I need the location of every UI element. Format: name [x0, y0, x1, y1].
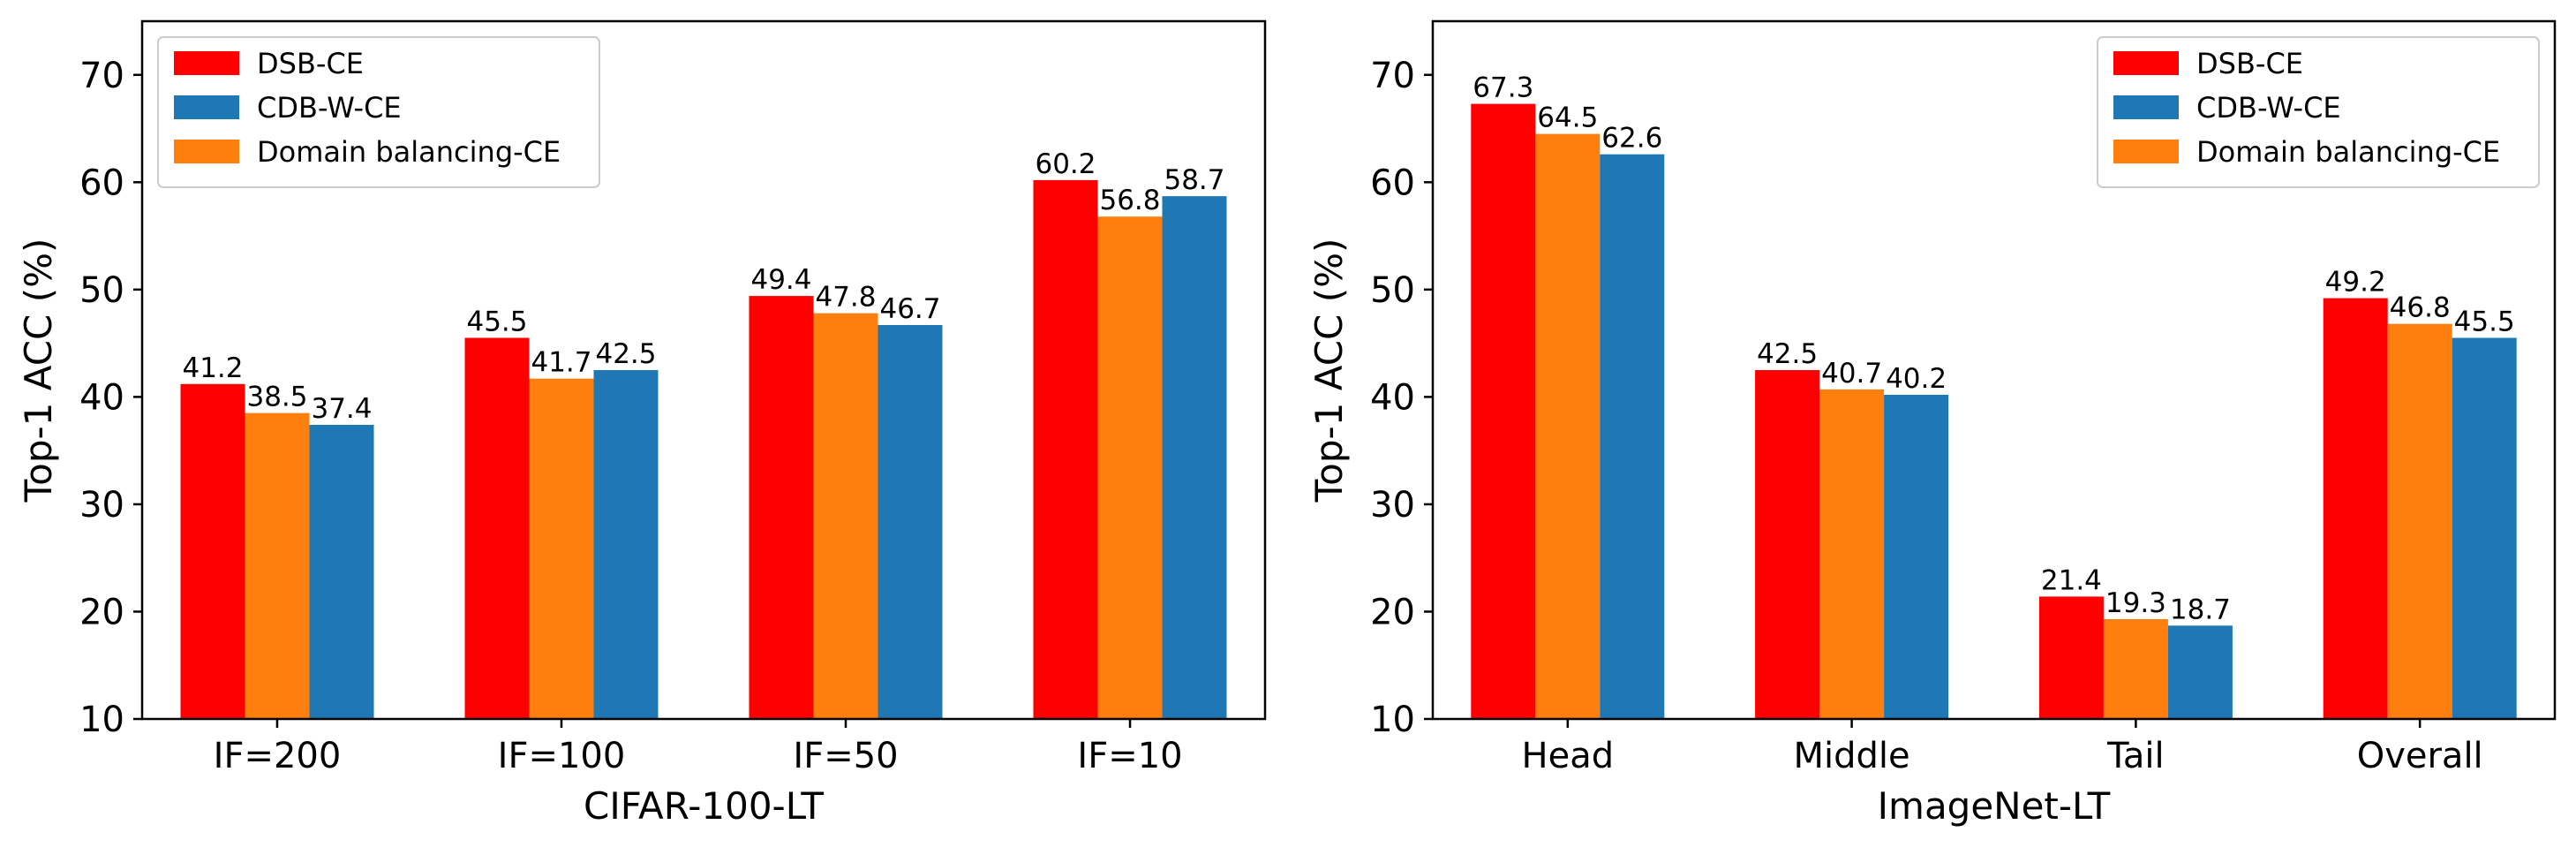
bar-domain-balancing-ce-if-200 — [245, 412, 310, 719]
bar-domain-balancing-ce-overall — [2387, 323, 2452, 719]
data-label: 42.5 — [595, 338, 656, 370]
x-tick-label: IF=50 — [793, 736, 898, 776]
y-tick-label: 50 — [1370, 270, 1415, 311]
legend-label: CDB-W-CE — [257, 91, 402, 125]
bar-domain-balancing-ce-if-50 — [813, 313, 878, 719]
x-tick-label: IF=100 — [498, 736, 626, 776]
data-label: 46.7 — [879, 293, 940, 325]
data-label: 41.2 — [182, 352, 243, 384]
data-label: 37.4 — [311, 393, 372, 425]
chart-panel-2: 67.364.562.6 Head 42.540.7 40.2 Middle 21.419… — [1307, 19, 2557, 828]
y-tick-label: 60 — [1370, 163, 1415, 203]
data-label: 38.5 — [246, 382, 307, 413]
x-tick-label: IF=200 — [214, 736, 342, 776]
data-label: 45.5 — [466, 306, 527, 338]
bar-domain-balancing-ce-tail — [2103, 619, 2168, 719]
data-label: 58.7 — [1164, 164, 1224, 196]
data-label: 42.5 — [1757, 338, 1818, 370]
legend-box — [157, 36, 600, 188]
x-axis-label: CIFAR-100-LT — [584, 784, 824, 828]
x-axis-label: ImageNet-LT — [1878, 784, 2111, 828]
legend-label: DSB-CE — [257, 47, 364, 80]
data-label: 67.3 — [1473, 72, 1533, 104]
y-tick-label: 30 — [79, 485, 124, 526]
legend-swatch — [174, 95, 239, 119]
plot-frame — [140, 19, 1267, 721]
y-tick-label: 70 — [1370, 56, 1415, 96]
data-label: 41.7 — [531, 347, 591, 379]
data-label: 47.8 — [815, 282, 876, 314]
data-label: 64.5 — [1537, 102, 1598, 134]
legend-swatch — [2113, 95, 2179, 119]
y-axis-label: Top-1 ACC (%) — [17, 238, 60, 503]
y-tick-label: 20 — [1370, 592, 1415, 632]
y-tick-label: 10 — [79, 700, 124, 740]
bar-dsb-ce-if-100 — [464, 337, 530, 719]
bar-cdb-w-ce-if-100 — [593, 370, 659, 719]
legend-swatch — [174, 51, 239, 75]
x-tick-label: IF=10 — [1077, 736, 1182, 776]
x-tick-label: Middle — [1794, 736, 1910, 776]
data-label: 49.4 — [750, 264, 811, 296]
bar-domain-balancing-ce-if-10 — [1097, 216, 1163, 719]
bar-dsb-ce-if-10 — [1033, 179, 1098, 719]
data-label: 62.6 — [1601, 123, 1662, 155]
data-label: 56.8 — [1099, 185, 1160, 216]
legend-label: Domain balancing-CE — [2196, 135, 2500, 169]
bar-dsb-ce-if-50 — [749, 296, 814, 719]
data-label: 40.7 — [1821, 358, 1882, 390]
bar-cdb-w-ce-tail — [2167, 625, 2233, 719]
legend: DSB-CE CDB-W-CE Domain balancing-CE — [157, 36, 600, 188]
legend-swatch — [174, 140, 239, 163]
bar-cdb-w-ce-head — [1600, 154, 1665, 719]
data-label: 18.7 — [2170, 594, 2231, 625]
data-label: 46.8 — [2390, 292, 2451, 324]
y-tick-label: 30 — [1370, 485, 1415, 526]
bar-dsb-ce-tail — [2038, 596, 2104, 719]
data-label: 21.4 — [2041, 564, 2102, 596]
bar-dsb-ce-middle — [1755, 370, 1820, 719]
bar-dsb-ce-if-200 — [180, 383, 245, 719]
data-label: 19.3 — [2105, 587, 2166, 619]
bar-cdb-w-ce-middle — [1884, 395, 1949, 719]
y-tick-label: 10 — [1370, 700, 1415, 740]
bar-cdb-w-ce-if-200 — [309, 425, 374, 719]
bar-domain-balancing-ce-if-100 — [529, 378, 594, 719]
data-label: 45.5 — [2454, 306, 2515, 338]
legend-swatch — [2113, 140, 2179, 163]
chart-panel-1: 41.238.5 37.4 IF=200 45.541.7 42.5 IF=100 49.4… — [17, 19, 1267, 828]
bar-cdb-w-ce-overall — [2452, 337, 2517, 719]
y-tick-label: 40 — [79, 377, 124, 418]
bar-domain-balancing-ce-middle — [1819, 389, 1885, 719]
bar-dsb-ce-overall — [2323, 298, 2388, 719]
x-tick-label: Head — [1522, 736, 1615, 776]
legend: DSB-CE CDB-W-CE Domain balancing-CE — [2097, 36, 2540, 188]
x-tick-label: Tail — [2106, 736, 2165, 776]
y-tick-label: 60 — [79, 163, 124, 203]
y-tick-label: 50 — [79, 270, 124, 311]
data-label: 60.2 — [1035, 148, 1096, 180]
y-tick-label: 70 — [79, 56, 124, 96]
bar-dsb-ce-head — [1471, 103, 1536, 720]
bar-domain-balancing-ce-head — [1535, 133, 1601, 720]
y-axis-label: Top-1 ACC (%) — [1307, 238, 1351, 503]
legend-label: Domain balancing-CE — [257, 135, 561, 169]
legend-label: CDB-W-CE — [2196, 91, 2341, 125]
data-label: 40.2 — [1886, 363, 1947, 395]
data-label: 49.2 — [2325, 267, 2386, 299]
legend-box — [2097, 36, 2540, 188]
x-tick-label: Overall — [2357, 736, 2483, 776]
legend-swatch — [2113, 51, 2179, 75]
bar-cdb-w-ce-if-10 — [1162, 196, 1227, 720]
y-tick-label: 20 — [79, 592, 124, 632]
y-tick-label: 40 — [1370, 377, 1415, 418]
legend-label: DSB-CE — [2196, 47, 2303, 80]
bar-cdb-w-ce-if-50 — [877, 325, 943, 719]
plot-frame — [1431, 19, 2557, 721]
